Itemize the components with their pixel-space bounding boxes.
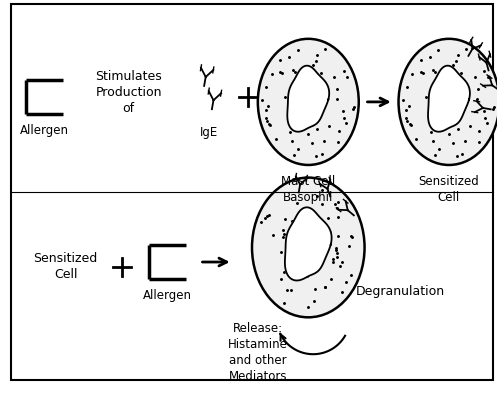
Text: Allergen: Allergen bbox=[20, 124, 69, 137]
Ellipse shape bbox=[399, 39, 499, 165]
Text: Stimulates
Production
of: Stimulates Production of bbox=[95, 70, 162, 115]
Text: Sensitized
Cell: Sensitized Cell bbox=[34, 252, 98, 282]
Text: Degranulation: Degranulation bbox=[356, 285, 445, 298]
Polygon shape bbox=[285, 208, 332, 280]
Text: Allergen: Allergen bbox=[143, 289, 192, 302]
Polygon shape bbox=[428, 66, 470, 132]
Text: Release:
Histamine
and other
Mediators: Release: Histamine and other Mediators bbox=[228, 322, 288, 383]
Ellipse shape bbox=[252, 177, 364, 317]
Text: Mast Cell
Basophil: Mast Cell Basophil bbox=[281, 175, 335, 204]
Text: IgE: IgE bbox=[200, 126, 218, 139]
Ellipse shape bbox=[258, 39, 359, 165]
Text: Sensitized
Cell: Sensitized Cell bbox=[419, 175, 479, 204]
Polygon shape bbox=[287, 66, 329, 132]
